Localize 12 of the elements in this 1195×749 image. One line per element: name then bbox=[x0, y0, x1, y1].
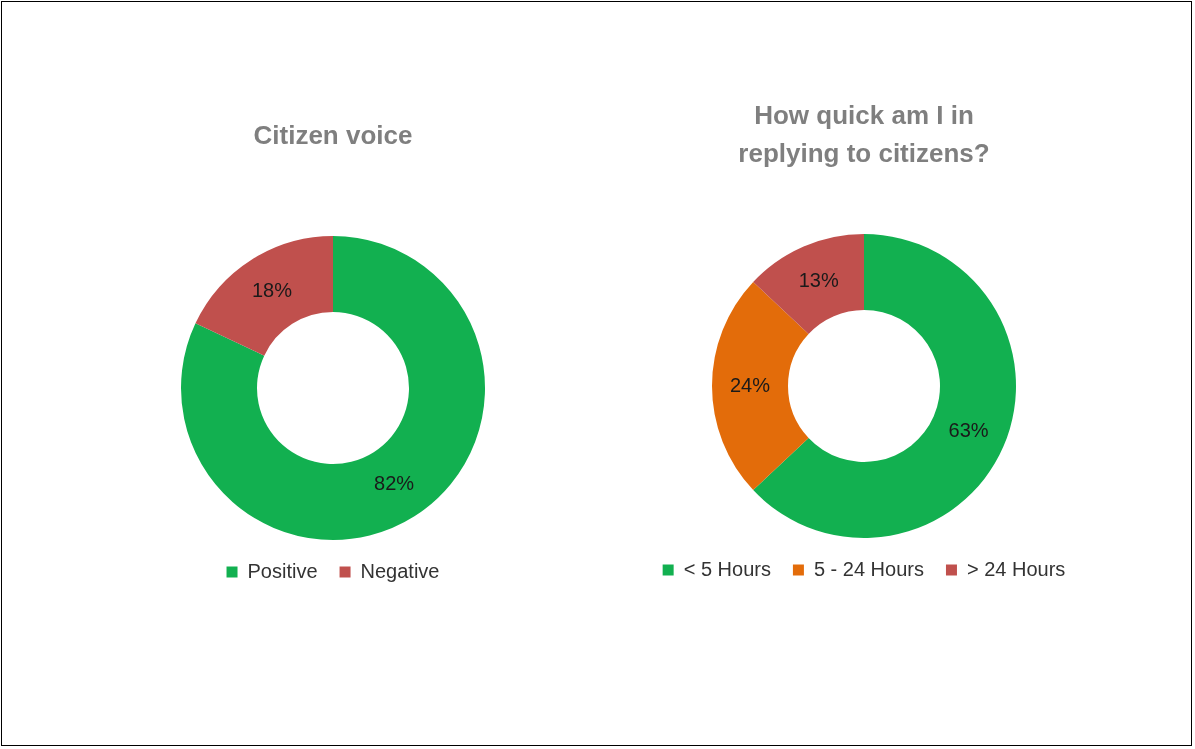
data-label: 24% bbox=[729, 373, 771, 396]
data-label: 63% bbox=[948, 418, 989, 441]
legend-label: < 5 Hours bbox=[683, 557, 771, 580]
data-label: 13% bbox=[798, 268, 839, 291]
legend-label: 5 - 24 Hours bbox=[813, 557, 924, 580]
legend-label: Negative bbox=[360, 559, 440, 582]
legend-label: > 24 Hours bbox=[966, 557, 1066, 580]
data-label: 82% bbox=[374, 471, 415, 494]
chart-title: Citizen voice bbox=[252, 119, 414, 152]
data-label: 18% bbox=[251, 279, 293, 302]
chart-title: How quick am I in replying to citizens? bbox=[737, 99, 991, 170]
legend-label: Positive bbox=[247, 559, 318, 582]
